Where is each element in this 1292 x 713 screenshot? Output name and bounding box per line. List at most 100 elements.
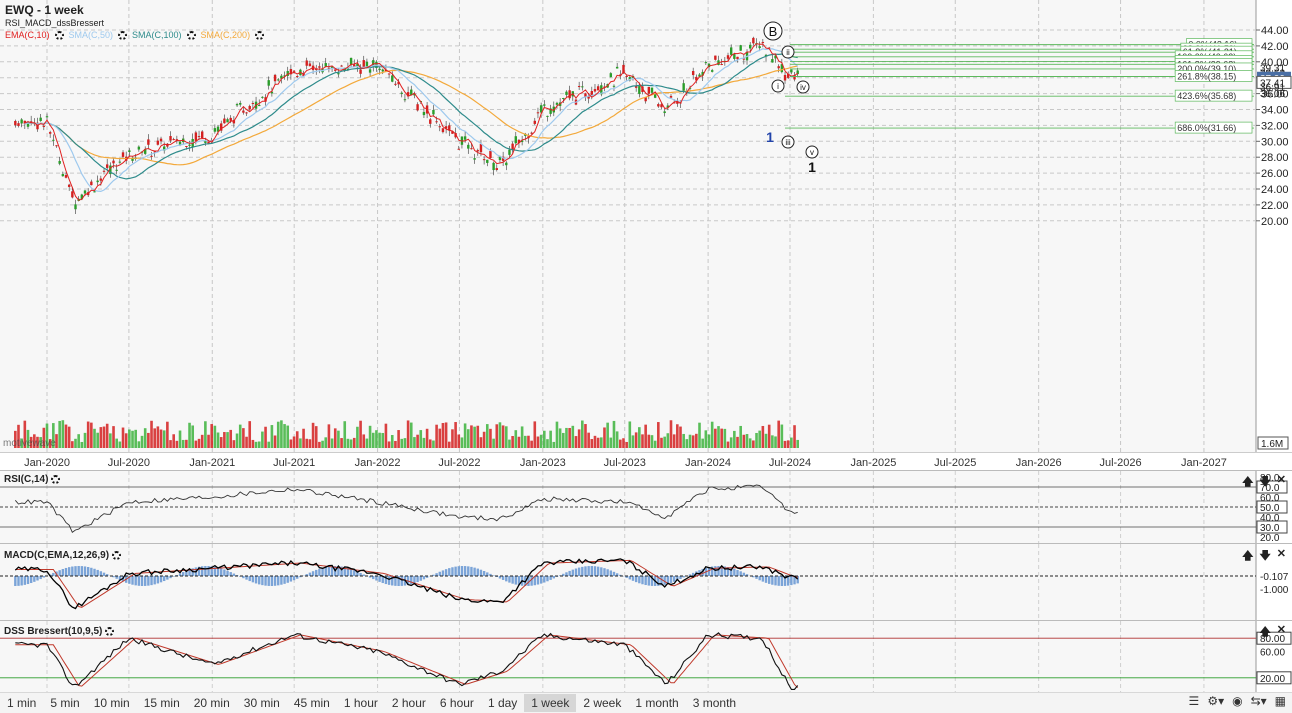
macd-title-label: MACD(C,EMA,12,26,9) (4, 550, 109, 561)
time-axis-label: Jan-2021 (189, 457, 235, 469)
timeframe-button-1-week[interactable]: 1 week (524, 694, 576, 712)
price-chart[interactable]: 44.0042.0040.0038.0036.0034.0032.0030.00… (0, 0, 1292, 452)
volume-bar (87, 422, 90, 448)
volume-bar (84, 433, 87, 448)
volume-bar (347, 439, 350, 448)
chart-subtitle: RSI_MACD_dssBressert (5, 18, 104, 28)
macd-chart[interactable]: -0.107-1.000 (0, 544, 1292, 621)
macd-histogram-bar (540, 576, 542, 584)
rsi-move-down-icon[interactable]: 🡇 (1259, 473, 1270, 492)
macd-pane[interactable]: -0.107-1.000 MACD(C,EMA,12,26,9) 🡅 🡇 ✕ (0, 543, 1292, 621)
volume-bar (663, 437, 666, 448)
macd-move-down-icon[interactable]: 🡇 (1259, 547, 1270, 566)
timeframe-button-1-min[interactable]: 1 min (0, 694, 43, 712)
volume-bar (293, 436, 296, 448)
candle-body (122, 152, 124, 157)
volume-bar (419, 430, 422, 448)
arrows-icon[interactable]: ⇆▾ (1251, 694, 1267, 708)
rsi-level-label: 50.0 (1260, 503, 1280, 514)
candle-body (394, 84, 396, 85)
timeframe-button-1-day[interactable]: 1 day (481, 694, 524, 712)
volume-bar (77, 434, 80, 448)
volume-bar (112, 426, 115, 448)
volume-bar (274, 435, 277, 448)
legend-settings-gear-icon[interactable] (55, 31, 64, 40)
timeframe-button-5-min[interactable]: 5 min (43, 694, 86, 712)
volume-bar (258, 441, 261, 448)
legend-item[interactable]: EMA(C,10) (5, 30, 50, 40)
volume-bar (239, 425, 242, 448)
elliott-wave-label: iv (800, 83, 806, 92)
calendar-icon[interactable]: ▦ (1275, 694, 1286, 708)
candle-body (771, 59, 773, 62)
candle-body (705, 62, 707, 63)
legend-settings-gear-icon[interactable] (187, 31, 196, 40)
candle-body (616, 67, 618, 69)
macd-histogram-bar (230, 572, 232, 576)
candle-body (730, 47, 732, 54)
candle-body (157, 141, 159, 145)
rsi-settings-gear-icon[interactable] (51, 475, 60, 484)
chart-settings-icon[interactable]: ⚙▾ (1207, 694, 1224, 708)
volume-bar (793, 425, 796, 448)
timeframe-button-10-min[interactable]: 10 min (87, 694, 137, 712)
macd-histogram-bar (511, 576, 513, 584)
macd-histogram-bar (442, 570, 444, 576)
volume-bar (749, 438, 752, 448)
dss-settings-gear-icon[interactable] (105, 627, 114, 636)
dss-title: DSS Bressert(10,9,5) (4, 626, 114, 637)
timeframe-button-6-hour[interactable]: 6 hour (433, 694, 481, 712)
macd-histogram-bar (594, 566, 596, 576)
volume-bar (451, 429, 454, 448)
dss-close-icon[interactable]: ✕ (1277, 623, 1286, 642)
timeframe-button-30-min[interactable]: 30 min (237, 694, 287, 712)
rsi-close-icon[interactable]: ✕ (1277, 473, 1286, 492)
macd-histogram-bar (315, 570, 317, 576)
price-pane[interactable]: 44.0042.0040.0038.0036.0034.0032.0030.00… (0, 0, 1292, 452)
candle-body (369, 69, 371, 72)
legend-item[interactable]: SMA(C,50) (69, 30, 114, 40)
time-axis-label: Jan-2020 (24, 457, 70, 469)
legend-item[interactable]: SMA(C,200) (201, 30, 251, 40)
candle-body (578, 86, 580, 87)
timeframe-button-45-min[interactable]: 45 min (287, 694, 337, 712)
legend-settings-gear-icon[interactable] (255, 31, 264, 40)
volume-bar (375, 430, 378, 448)
candle-body (150, 156, 152, 157)
macd-histogram-bar (226, 571, 228, 576)
timeframe-button-1-hour[interactable]: 1 hour (337, 694, 385, 712)
timeframe-button-15-min[interactable]: 15 min (137, 694, 187, 712)
legend-item[interactable]: SMA(C,100) (132, 30, 182, 40)
timeframe-button-1-month[interactable]: 1 month (628, 694, 685, 712)
volume-bar (100, 427, 103, 448)
timeframe-button-3-month[interactable]: 3 month (686, 694, 743, 712)
volume-bar (641, 434, 644, 448)
dss-move-up-icon[interactable]: 🡅 (1259, 623, 1270, 642)
volume-bar (372, 433, 375, 448)
legend-settings-gear-icon[interactable] (118, 31, 127, 40)
macd-settings-gear-icon[interactable] (112, 551, 121, 560)
list-icon[interactable]: ☰ (1189, 694, 1200, 708)
rsi-move-up-icon[interactable]: 🡅 (1242, 473, 1253, 492)
rsi-chart[interactable]: 80.070.060.050.040.030.020.070.050.030.0 (0, 471, 1292, 544)
eye-icon[interactable]: ◉ (1232, 694, 1242, 708)
candle-body (714, 56, 716, 60)
timeframe-button-2-hour[interactable]: 2 hour (385, 694, 433, 712)
volume-bar (651, 435, 654, 448)
candle-body (435, 121, 437, 122)
macd-title: MACD(C,EMA,12,26,9) (4, 550, 121, 561)
toolbar-icons: ☰ ⚙▾ ◉ ⇆▾ ▦ (1189, 694, 1286, 708)
macd-histogram-bar (575, 569, 577, 576)
candle-body (648, 87, 650, 94)
macd-close-icon[interactable]: ✕ (1277, 547, 1286, 566)
rsi-pane[interactable]: 80.070.060.050.040.030.020.070.050.030.0… (0, 470, 1292, 544)
timeframe-button-20-min[interactable]: 20 min (187, 694, 237, 712)
macd-histogram-bar (223, 569, 225, 576)
candle-body (160, 139, 162, 142)
volume-bar (353, 438, 356, 448)
macd-move-up-icon[interactable]: 🡅 (1242, 547, 1253, 566)
timeframe-button-2-week[interactable]: 2 week (576, 694, 628, 712)
